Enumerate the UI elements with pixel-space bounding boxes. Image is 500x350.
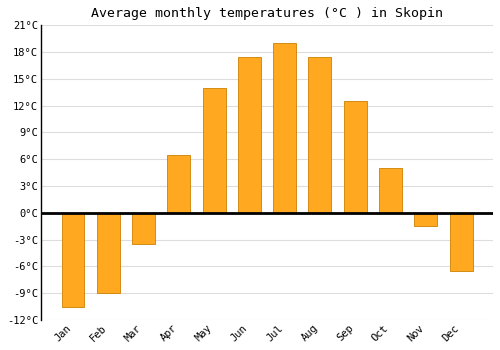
- Bar: [132, 213, 155, 244]
- Bar: [97, 213, 120, 293]
- Bar: [344, 101, 366, 213]
- Bar: [202, 88, 226, 213]
- Bar: [273, 43, 296, 213]
- Bar: [414, 213, 437, 226]
- Bar: [308, 57, 332, 213]
- Bar: [450, 213, 472, 271]
- Bar: [238, 57, 261, 213]
- Bar: [168, 155, 190, 213]
- Bar: [379, 168, 402, 213]
- Bar: [62, 213, 84, 307]
- Title: Average monthly temperatures (°C ) in Skopin: Average monthly temperatures (°C ) in Sk…: [91, 7, 443, 20]
